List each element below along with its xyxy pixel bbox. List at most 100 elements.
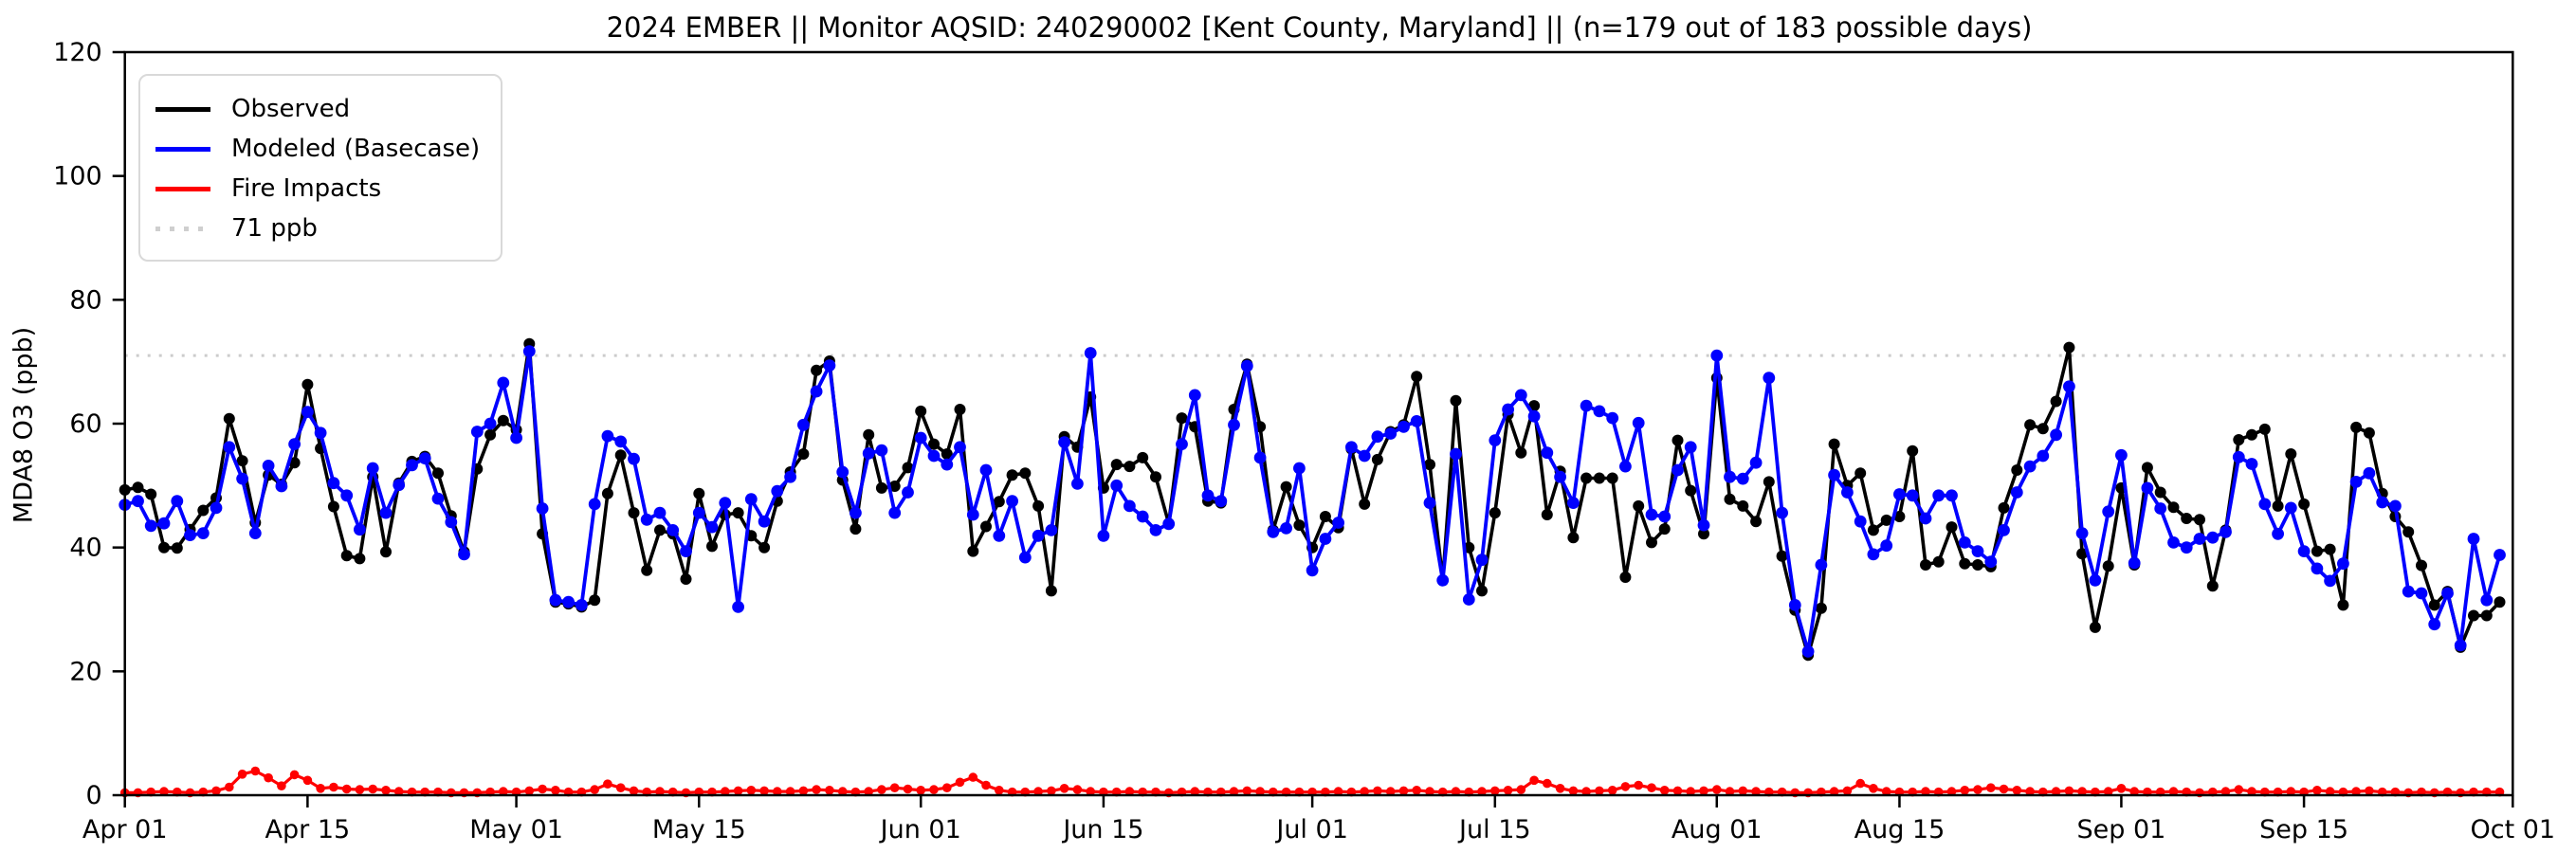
data-point [929, 785, 939, 794]
data-point [1633, 499, 1645, 512]
data-point [1410, 415, 1423, 427]
data-point [746, 786, 757, 795]
data-point [159, 787, 169, 796]
data-point [1972, 559, 1983, 571]
data-point [1946, 521, 1958, 534]
x-tick-label: May 15 [652, 815, 746, 844]
data-point [2128, 556, 2141, 570]
data-point [1280, 522, 1292, 535]
data-point [1632, 416, 1645, 429]
data-point [640, 513, 653, 526]
data-point [2024, 419, 2037, 431]
data-point [877, 785, 886, 794]
data-point [1359, 498, 1371, 510]
data-point [888, 481, 901, 492]
data-point [236, 455, 248, 467]
data-point [1019, 467, 1032, 480]
data-point [1737, 499, 1749, 512]
data-point [1149, 524, 1162, 536]
data-point [732, 601, 744, 613]
data-point [2232, 450, 2245, 463]
data-point [785, 787, 795, 796]
data-point [733, 786, 743, 796]
data-point [2454, 639, 2467, 652]
data-point [2180, 541, 2193, 554]
data-point [2181, 513, 2193, 524]
data-point [1619, 572, 1632, 583]
x-tick-label: Oct 01 [2470, 815, 2555, 844]
data-point [470, 426, 484, 438]
data-point [2234, 785, 2244, 794]
data-point [2324, 574, 2337, 588]
data-point [1685, 484, 1697, 497]
data-point [1006, 469, 1018, 481]
data-point [2272, 527, 2285, 540]
data-point [1736, 472, 1749, 485]
data-point [680, 545, 692, 557]
x-tick-label: Apr 01 [82, 815, 168, 844]
y-tick-label: 60 [69, 409, 101, 439]
data-point [692, 506, 705, 519]
data-point [1921, 787, 1930, 796]
data-point [693, 487, 705, 499]
data-point [236, 472, 248, 485]
x-tick-label: May 01 [469, 815, 563, 844]
data-point [1881, 787, 1891, 796]
observed-line-icon [155, 106, 210, 112]
x-tick-label: Jun 01 [879, 815, 961, 844]
data-point [850, 506, 862, 519]
y-tick-label: 20 [69, 657, 101, 686]
data-point [132, 495, 144, 508]
data-point [1568, 786, 1579, 796]
data-point [914, 431, 927, 445]
data-point [1750, 516, 1763, 528]
data-point [1984, 555, 1998, 569]
data-point [1436, 573, 1450, 587]
data-point [1345, 441, 1358, 454]
data-point [2284, 501, 2297, 515]
data-point [2246, 428, 2257, 441]
data-point [1476, 585, 1488, 597]
data-point [1946, 489, 1958, 502]
data-point [1228, 418, 1240, 431]
data-point [680, 573, 692, 585]
data-point [1555, 784, 1565, 793]
data-point [2206, 531, 2220, 544]
data-point [157, 517, 171, 530]
data-point [1059, 784, 1069, 793]
data-point [862, 447, 875, 460]
data-point [915, 405, 927, 417]
data-point [1045, 585, 1057, 597]
data-point [354, 523, 366, 536]
data-point [1724, 493, 1736, 505]
data-point [2365, 786, 2374, 796]
data-point [197, 504, 210, 517]
data-point [888, 506, 902, 519]
data-point [1489, 507, 1501, 519]
data-point [1072, 785, 1083, 794]
data-point [628, 452, 640, 465]
data-point [758, 515, 771, 528]
data-point [2115, 448, 2128, 462]
data-point [2102, 560, 2114, 572]
data-point [1567, 497, 1580, 509]
data-point [499, 787, 508, 796]
data-point [250, 766, 261, 776]
data-point [2480, 609, 2493, 622]
data-point [1411, 371, 1423, 383]
data-point [1047, 786, 1056, 796]
data-point [2351, 787, 2361, 796]
data-point [1319, 533, 1332, 545]
data-point [2480, 593, 2494, 607]
data-point [1333, 787, 1343, 796]
data-point [1360, 787, 1369, 796]
legend-label: Observed [231, 95, 351, 123]
data-point [2376, 496, 2389, 509]
data-point [1086, 787, 1095, 796]
data-point [850, 523, 862, 535]
data-point [1595, 786, 1604, 796]
data-point [1462, 593, 1475, 606]
data-point [277, 781, 286, 790]
series-line-0 [122, 341, 2502, 658]
data-point [1071, 478, 1084, 490]
